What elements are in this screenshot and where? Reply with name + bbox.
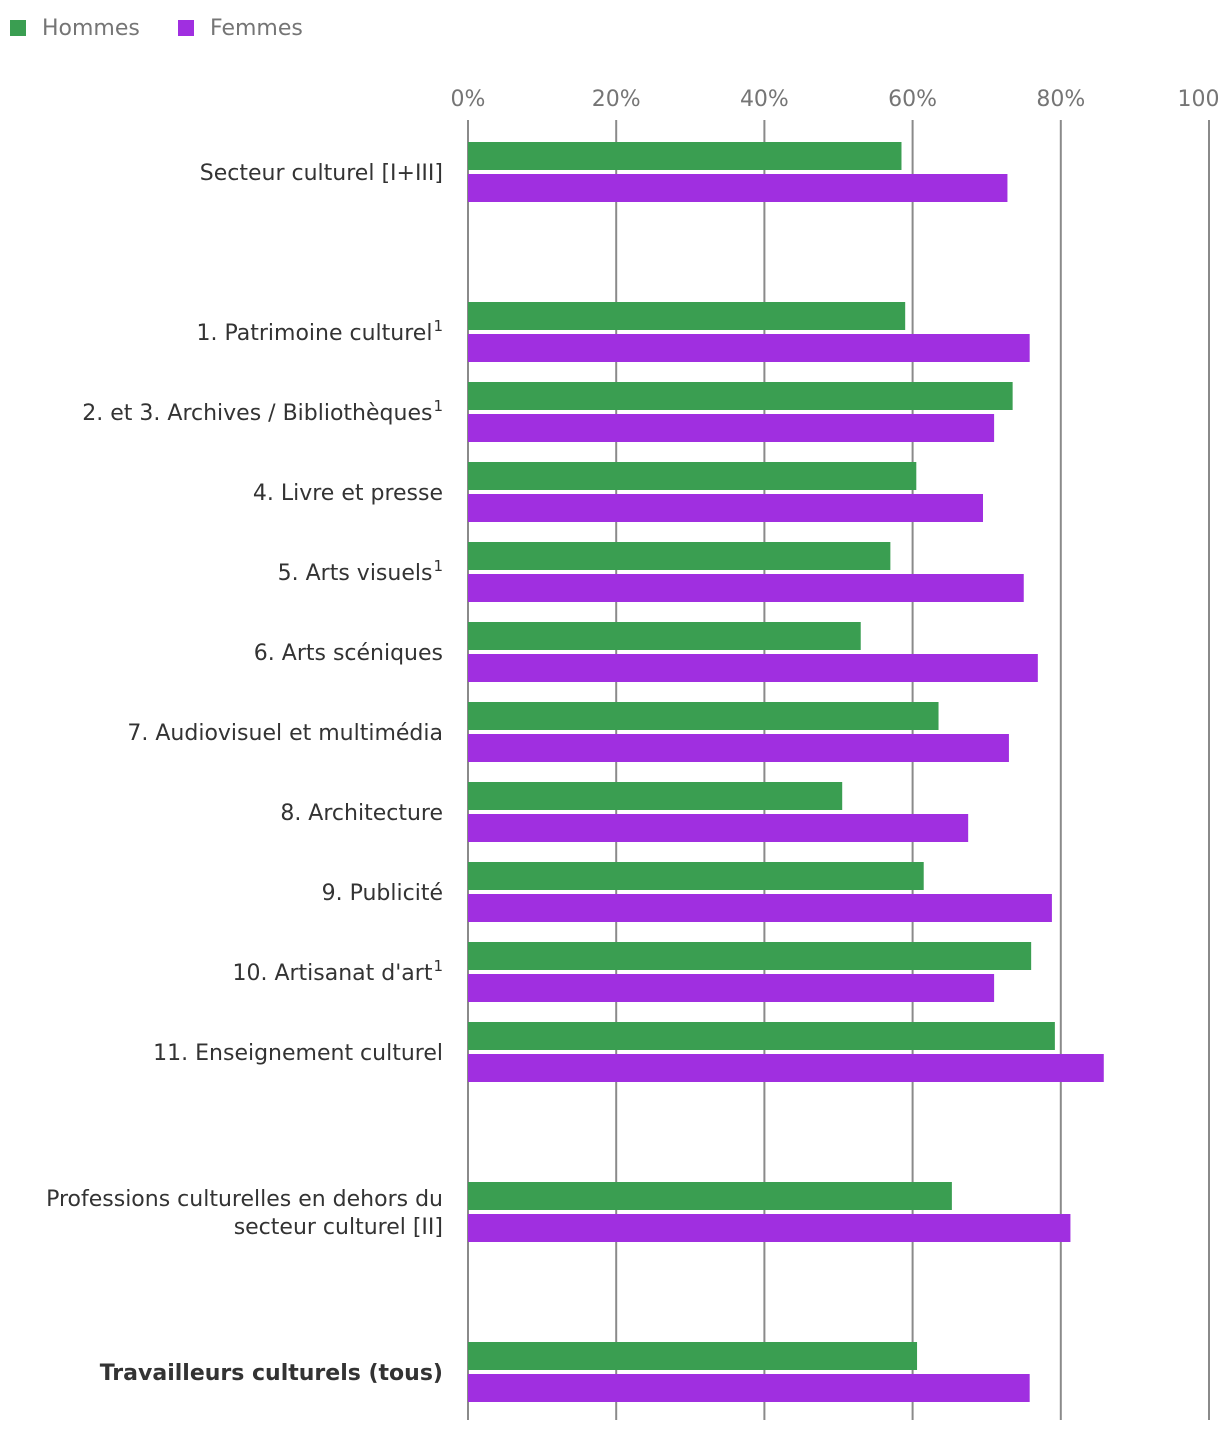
bar-femmes-6	[468, 734, 1009, 762]
bar-femmes-4	[468, 574, 1024, 602]
bar-hommes-4	[468, 542, 891, 570]
x-tick-label-80: 80%	[1036, 87, 1085, 112]
bar-femmes-11	[468, 1214, 1071, 1242]
category-label-8: 9. Publicité	[322, 881, 443, 906]
category-label-9: 10. Artisanat d'art	[232, 961, 432, 986]
bar-hommes-11	[468, 1182, 952, 1210]
category-label-11-line-1: secteur culturel [II]	[234, 1215, 443, 1240]
bar-hommes-1	[468, 302, 906, 330]
category-label-0: Secteur culturel [I+III]	[200, 161, 443, 186]
x-tick-label-20: 20%	[592, 87, 641, 112]
bar-femmes-2	[468, 414, 995, 442]
category-footnote-2: 1	[433, 397, 443, 415]
category-label-12: Travailleurs culturels (tous)	[100, 1361, 443, 1386]
bar-femmes-9	[468, 974, 995, 1002]
bar-femmes-8	[468, 894, 1052, 922]
bar-femmes-10	[468, 1054, 1104, 1082]
category-label-11-line-0: Professions culturelles en dehors du	[46, 1187, 443, 1212]
category-label-4: 5. Arts visuels	[278, 561, 433, 586]
category-label-10: 11. Enseignement culturel	[153, 1041, 443, 1066]
category-label-3: 4. Livre et presse	[253, 481, 443, 506]
bar-hommes-9	[468, 942, 1032, 970]
x-tick-label-40: 40%	[740, 87, 789, 112]
legend: Hommes Femmes	[10, 16, 303, 41]
x-axis-ticks: 0% 20% 40% 60% 80% 100%	[451, 87, 1220, 112]
legend-label-hommes: Hommes	[42, 16, 140, 41]
category-label-6: 7. Audiovisuel et multimédia	[127, 721, 443, 746]
bar-hommes-2	[468, 382, 1013, 410]
category-label-7: 8. Architecture	[280, 801, 443, 826]
bar-femmes-3	[468, 494, 983, 522]
legend-label-femmes: Femmes	[210, 16, 303, 41]
category-label-5: 6. Arts scéniques	[254, 641, 443, 666]
category-footnote-9: 1	[433, 957, 443, 975]
bar-hommes-12	[468, 1342, 918, 1370]
bar-hommes-8	[468, 862, 924, 890]
category-footnote-1: 1	[433, 317, 443, 335]
bars	[468, 142, 1104, 1402]
bar-hommes-3	[468, 462, 917, 490]
bar-femmes-1	[468, 334, 1030, 362]
bar-hommes-7	[468, 782, 843, 810]
legend-swatch-hommes	[10, 20, 26, 36]
bar-hommes-6	[468, 702, 939, 730]
category-labels: Secteur culturel [I+III] 1. Patrimoine cu…	[46, 161, 443, 1386]
bar-femmes-5	[468, 654, 1038, 682]
bar-hommes-5	[468, 622, 861, 650]
bar-femmes-0	[468, 174, 1008, 202]
category-footnote-4: 1	[433, 557, 443, 575]
x-tick-label-100: 100%	[1178, 87, 1220, 112]
bar-hommes-10	[468, 1022, 1055, 1050]
legend-swatch-femmes	[178, 20, 194, 36]
category-label-1: 1. Patrimoine culturel	[197, 321, 433, 346]
bar-femmes-12	[468, 1374, 1030, 1402]
bar-hommes-0	[468, 142, 902, 170]
bar-femmes-7	[468, 814, 969, 842]
x-tick-label-0: 0%	[451, 87, 486, 112]
x-tick-label-60: 60%	[888, 87, 937, 112]
category-label-2: 2. et 3. Archives / Bibliothèques	[82, 401, 432, 426]
